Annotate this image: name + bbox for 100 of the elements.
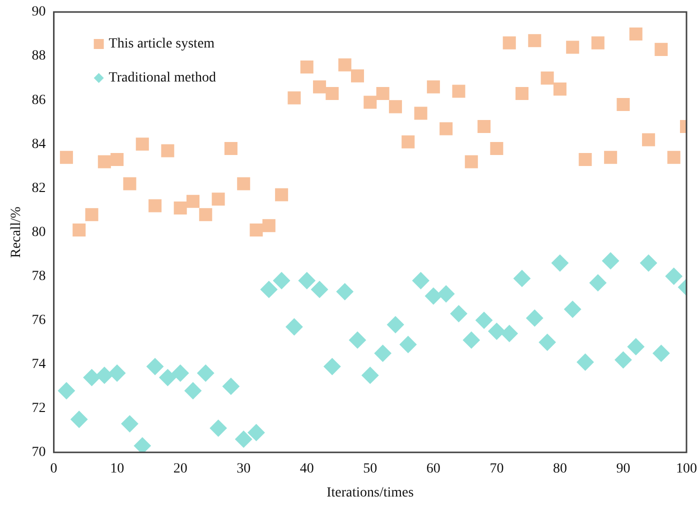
point: [388, 100, 402, 114]
x-tick-label: 100: [676, 461, 697, 476]
point: [172, 364, 189, 382]
point: [146, 358, 164, 376]
point: [110, 153, 124, 166]
point: [134, 437, 151, 452]
point: [478, 120, 491, 134]
point: [248, 424, 265, 442]
point: [490, 142, 504, 156]
point: [629, 28, 642, 41]
point: [589, 274, 606, 292]
point: [348, 332, 366, 349]
point: [540, 72, 554, 85]
point: [286, 318, 303, 336]
y-tick-label: 82: [32, 180, 46, 196]
x-tick-label: 30: [236, 461, 251, 476]
point: [60, 150, 73, 164]
point: [98, 155, 111, 168]
point: [338, 58, 352, 72]
point: [400, 336, 417, 353]
x-tick-label: 80: [552, 461, 567, 476]
point: [210, 420, 227, 437]
point: [336, 283, 354, 300]
point: [222, 378, 240, 395]
x-tick-label: 10: [110, 461, 124, 476]
point: [414, 106, 428, 120]
point: [96, 366, 113, 384]
x-tick-label: 90: [616, 461, 630, 476]
point: [627, 338, 644, 356]
point: [424, 288, 442, 305]
point: [538, 334, 556, 351]
point: [224, 142, 238, 156]
point: [174, 201, 187, 214]
point: [288, 91, 301, 104]
point: [576, 354, 594, 371]
point: [262, 219, 276, 232]
x-tick-label: 50: [363, 461, 378, 476]
point: [426, 80, 440, 94]
point: [273, 272, 290, 290]
point: [250, 223, 263, 237]
point: [464, 155, 478, 168]
point: [260, 280, 278, 298]
point: [362, 366, 379, 384]
point: [591, 36, 604, 50]
point: [161, 144, 174, 158]
point: [578, 153, 592, 166]
point: [235, 430, 252, 448]
point: [616, 98, 630, 111]
point: [476, 312, 493, 329]
point: [374, 344, 392, 362]
point: [402, 135, 415, 148]
point: [364, 96, 377, 109]
point: [526, 310, 544, 327]
y-tick-label: 78: [32, 268, 46, 284]
point: [614, 351, 632, 368]
point: [212, 192, 225, 206]
point: [121, 415, 138, 432]
y-tick-label: 88: [32, 48, 46, 64]
point: [70, 410, 88, 428]
point: [667, 150, 680, 164]
point: [440, 122, 453, 136]
y-tick-label: 76: [32, 312, 46, 328]
x-tick-label: 20: [173, 461, 188, 476]
point: [654, 42, 668, 56]
x-tick-label: 40: [300, 461, 314, 476]
point: [159, 369, 176, 386]
point: [452, 84, 466, 98]
point: [450, 305, 468, 322]
y-tick-label: 70: [32, 445, 46, 460]
y-tick-label: 84: [32, 136, 46, 152]
point: [108, 364, 126, 382]
point: [313, 80, 326, 94]
point: [136, 138, 149, 151]
point: [376, 86, 390, 100]
point: [186, 194, 200, 208]
point: [462, 332, 480, 349]
point: [553, 82, 566, 96]
point: [72, 223, 86, 237]
y-tick-label: 74: [32, 356, 46, 372]
point: [85, 208, 98, 222]
y-tick-label: 90: [32, 4, 46, 20]
point: [148, 199, 162, 212]
x-tick-label: 0: [50, 461, 58, 476]
legend-label: This article system: [108, 36, 215, 52]
y-tick-label: 86: [32, 92, 46, 108]
y-tick-label: 72: [32, 401, 46, 416]
point: [123, 177, 136, 190]
point: [500, 324, 518, 342]
point: [197, 364, 214, 382]
legend-label: Traditional method: [108, 70, 216, 86]
point: [604, 150, 618, 164]
point: [515, 86, 529, 100]
point: [412, 272, 430, 290]
point: [665, 268, 682, 285]
point: [275, 188, 288, 202]
x-axis-title: Iterations/times: [326, 485, 414, 500]
point: [551, 254, 568, 272]
point: [602, 252, 620, 270]
point: [652, 344, 670, 362]
y-tick-label: 80: [32, 224, 46, 240]
